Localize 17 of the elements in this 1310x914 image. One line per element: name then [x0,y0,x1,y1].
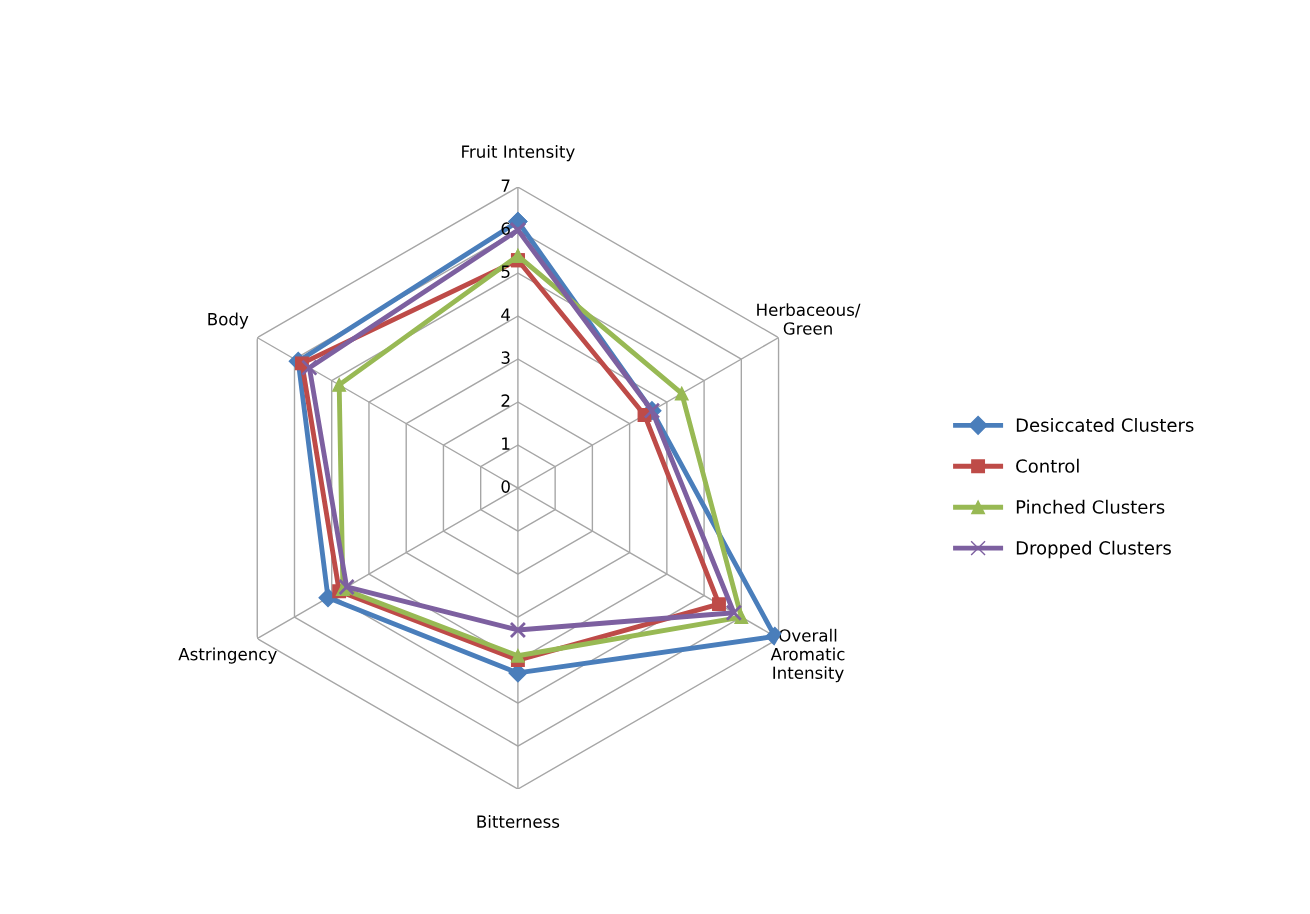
spoke-label: Overall Aromatic Intensity [770,628,845,683]
y-tick-label: 7 [501,179,510,192]
spoke-label: Herbaceous/ Green [757,303,861,335]
spoke-label: Fruit Intensity [462,145,575,162]
spoke-label: Astringency [178,647,277,664]
y-tick-label: 4 [501,308,511,321]
spoke-label: Bitterness [477,815,560,828]
legend-label: Control [1016,458,1079,473]
y-tick-label: 2 [501,394,510,407]
y-tick-label: 0 [501,480,510,493]
y-tick-label: 3 [501,351,510,364]
y-tick-label: 5 [501,265,510,278]
legend-label: Desiccated Clusters [1016,417,1194,432]
legend-label: Dropped Clusters [1016,540,1171,559]
y-tick-label: 1 [502,437,510,450]
legend-label: Pinched Clusters [1016,499,1165,514]
spoke-label: Body [208,312,249,329]
